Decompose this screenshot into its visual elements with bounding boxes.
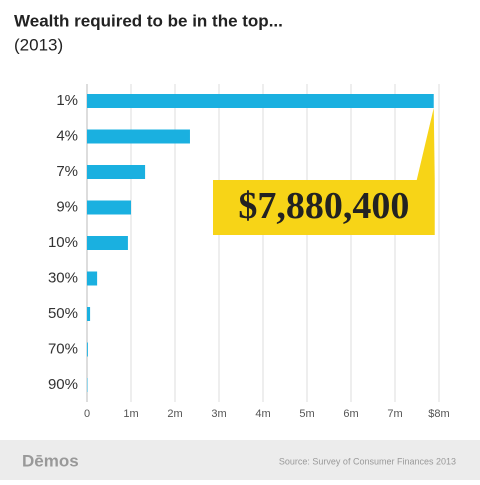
x-tick-label: 6m [343, 408, 358, 420]
y-tick-label: 10% [48, 234, 78, 251]
bar [87, 307, 90, 321]
x-tick-label: 1m [123, 408, 138, 420]
x-tick-label: $8m [428, 408, 449, 420]
y-tick-label: 30% [48, 269, 78, 286]
x-tick-label: 7m [387, 408, 402, 420]
y-tick-label: 9% [56, 198, 78, 215]
y-tick-label: 90% [48, 376, 78, 393]
x-tick-label: 3m [211, 408, 226, 420]
chart-subtitle: (2013) [14, 35, 63, 54]
value-label: $7,880,400 [238, 185, 409, 227]
bar [87, 236, 128, 250]
y-tick-label: 4% [56, 127, 78, 144]
y-tick-label: 7% [56, 163, 78, 180]
bar [87, 201, 131, 215]
x-tick-label: 5m [299, 408, 314, 420]
logo: Dēmos [22, 451, 79, 470]
chart-title: Wealth required to be in the top... [14, 11, 283, 30]
x-tick-label: 4m [255, 408, 270, 420]
bar [87, 343, 88, 357]
bar [87, 272, 97, 286]
y-tick-label: 50% [48, 305, 78, 322]
bar [87, 165, 145, 179]
x-tick-label: 2m [167, 408, 182, 420]
bar [87, 130, 190, 144]
bar [87, 94, 434, 108]
source: Source: Survey of Consumer Finances 2013 [279, 456, 456, 466]
x-tick-label: 0 [84, 408, 90, 420]
callout-pointer [417, 108, 435, 180]
y-tick-label: 70% [48, 340, 78, 357]
y-tick-label: 1% [56, 92, 78, 109]
